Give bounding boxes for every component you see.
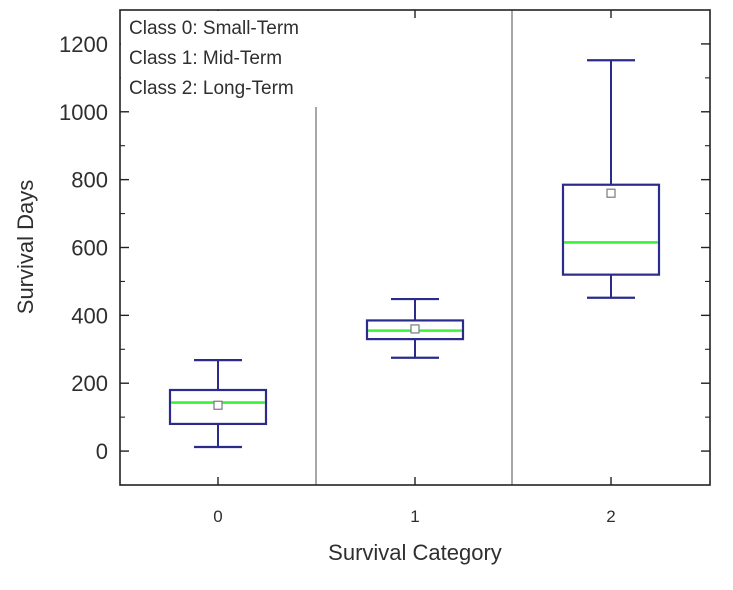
box-series	[168, 59, 661, 449]
y-tick-label: 800	[71, 168, 108, 193]
box-2	[561, 59, 661, 299]
legend-box	[121, 11, 317, 107]
legend-entry-class-2: Class 2: Long-Term	[129, 78, 294, 99]
interquartile-box	[561, 183, 661, 276]
y-tick-label: 600	[71, 236, 108, 261]
y-tick-label: 0	[96, 439, 108, 464]
x-tick-label: 0	[213, 507, 222, 526]
interquartile-box	[168, 388, 268, 426]
x-tick-label: 2	[606, 507, 615, 526]
category-dividers	[315, 10, 513, 485]
y-tick-label: 400	[71, 303, 108, 328]
y-axis-title: Survival Days	[13, 180, 38, 314]
mean-marker	[606, 188, 616, 198]
mean-marker	[410, 324, 420, 334]
legend-entry-class-1: Class 1: Mid-Term	[129, 48, 282, 69]
legend-entry-class-0: Class 0: Small-Term	[129, 18, 299, 39]
x-axis-title: Survival Category	[328, 540, 502, 565]
box-1	[365, 297, 465, 359]
y-tick-label: 1200	[59, 32, 108, 57]
y-tick-label: 1000	[59, 100, 108, 125]
y-tick-label: 200	[71, 371, 108, 396]
x-tick-label: 1	[410, 507, 419, 526]
class-legend: Class 0: Small-Term Class 1: Mid-Term Cl…	[121, 11, 317, 107]
mean-marker	[213, 400, 223, 410]
y-axis-ticks: 0 200 400 600 800 1000 1200	[59, 32, 710, 486]
box-0	[168, 359, 268, 449]
